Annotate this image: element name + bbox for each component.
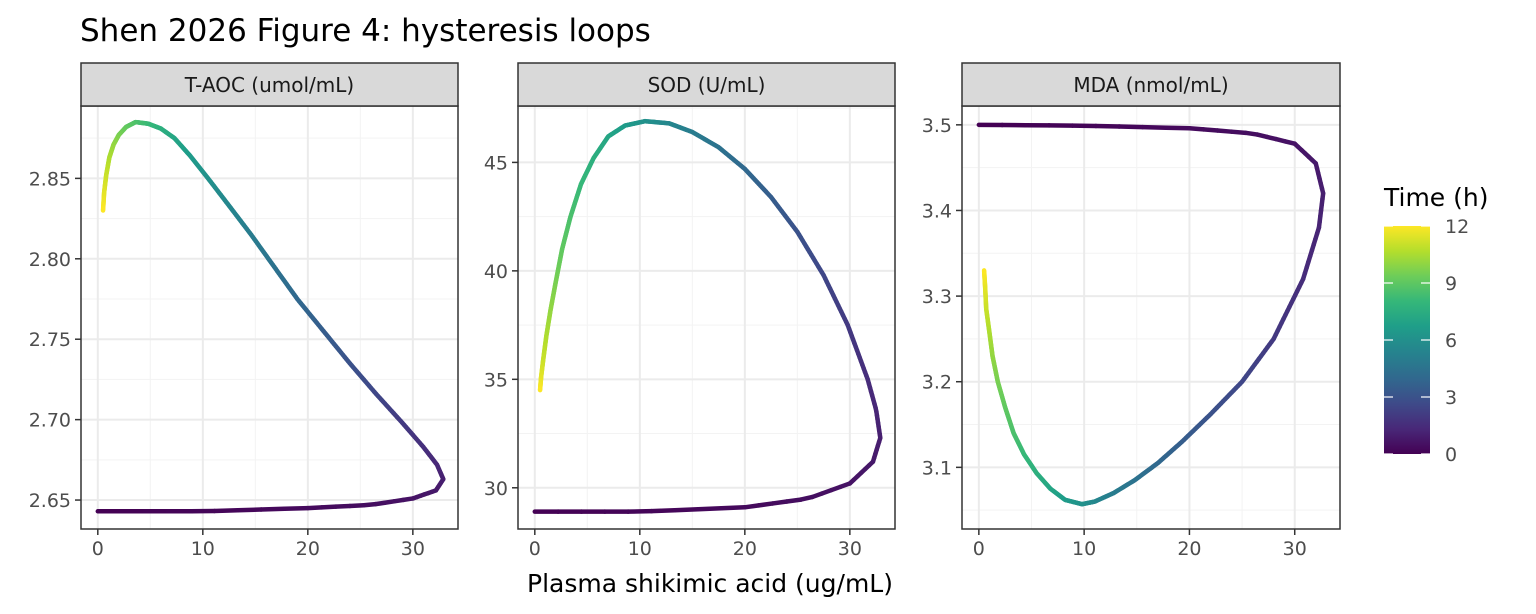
trajectory-line bbox=[976, 122, 1326, 507]
trajectory-segment bbox=[347, 502, 367, 509]
facet-panel: 0 10 20 30 30 35 40 45 SOD (U/mL) bbox=[484, 62, 896, 560]
trajectory-segment bbox=[305, 505, 325, 511]
trajectory-segment bbox=[319, 504, 339, 510]
trajectory-segment bbox=[672, 506, 701, 513]
y-tick-label: 3.4 bbox=[922, 200, 952, 222]
facet-strip bbox=[961, 62, 1341, 107]
trajectory-segment bbox=[756, 501, 776, 508]
legend-tick-label: 6 bbox=[1445, 330, 1457, 352]
facet-panels: 0 10 20 30 2.65 2.70 2.75 2.80 2.85 T-AOC (umol/m… bbox=[29, 62, 1341, 560]
trajectory-segment bbox=[1201, 127, 1220, 133]
trajectory-segment bbox=[1116, 124, 1145, 130]
trajectory-segment bbox=[1093, 123, 1122, 129]
legend-tick-label: 0 bbox=[1445, 444, 1457, 466]
legend-tick-label: 3 bbox=[1445, 387, 1457, 409]
legend-tick-label: 9 bbox=[1445, 273, 1457, 295]
y-tick-label: 3.2 bbox=[922, 372, 952, 394]
facet-strip-label: MDA (nmol/mL) bbox=[1073, 73, 1228, 97]
trajectory-segment bbox=[1215, 128, 1234, 134]
y-tick-label: 30 bbox=[484, 478, 508, 500]
x-tick-label: 10 bbox=[191, 538, 215, 560]
y-tick-label: 2.75 bbox=[29, 329, 71, 351]
x-tick-label: 0 bbox=[92, 538, 104, 560]
trajectory-segment bbox=[1187, 126, 1206, 132]
trajectory-segment bbox=[719, 505, 748, 511]
x-tick-label: 20 bbox=[296, 538, 320, 560]
x-tick-label: 20 bbox=[1177, 538, 1201, 560]
facet-panel: 0 10 20 30 3.1 3.2 3.3 3.4 3.5 MDA (nmol/mL) bbox=[922, 62, 1341, 560]
y-tick-label: 2.65 bbox=[29, 490, 71, 512]
y-tick-label: 3.3 bbox=[922, 286, 952, 308]
facet-strip-label: SOD (U/mL) bbox=[648, 73, 766, 97]
trajectory-segment bbox=[1140, 124, 1169, 130]
color-legend: Time (h) 0 3 6 9 12 bbox=[1383, 183, 1488, 466]
trajectory-segment bbox=[649, 507, 678, 514]
x-tick-label: 20 bbox=[733, 538, 757, 560]
trajectory-segment bbox=[1163, 125, 1192, 131]
trajectory-segment bbox=[333, 503, 353, 509]
facet-strip bbox=[80, 62, 459, 107]
trajectory-segment bbox=[742, 503, 762, 510]
x-axis-title: Plasma shikimic acid (ug/mL) bbox=[527, 569, 893, 598]
y-tick-label: 3.1 bbox=[922, 457, 952, 479]
trajectory-segment bbox=[282, 505, 311, 512]
x-tick-label: 0 bbox=[529, 538, 541, 560]
trajectory-segment bbox=[770, 499, 790, 506]
chart-title: Shen 2026 Figure 4: hysteresis loops bbox=[80, 13, 651, 49]
y-tick-label: 2.70 bbox=[29, 410, 71, 432]
trajectory-segment bbox=[235, 507, 264, 513]
y-tick-label: 2.85 bbox=[29, 168, 71, 190]
y-tick-label: 3.5 bbox=[922, 115, 952, 137]
y-tick-label: 45 bbox=[484, 152, 508, 174]
trajectory-segment bbox=[784, 497, 804, 504]
trajectory-segment bbox=[1229, 129, 1248, 136]
x-tick-label: 0 bbox=[973, 538, 985, 560]
x-tick-label: 10 bbox=[1072, 538, 1096, 560]
x-tick-label: 30 bbox=[1283, 538, 1307, 560]
y-tick-label: 35 bbox=[484, 369, 508, 391]
x-tick-label: 30 bbox=[838, 538, 862, 560]
trajectory-line bbox=[95, 119, 446, 514]
legend-ticks: 0 3 6 9 12 bbox=[1384, 216, 1469, 466]
trajectory-segment bbox=[258, 506, 287, 512]
panel-background bbox=[81, 106, 458, 529]
facet-panel: 0 10 20 30 2.65 2.70 2.75 2.80 2.85 T-AOC (umol/m… bbox=[29, 62, 459, 560]
x-tick-label: 30 bbox=[401, 538, 425, 560]
trajectory-segment bbox=[695, 506, 724, 512]
facet-strip-label: T-AOC (umol/mL) bbox=[184, 73, 354, 97]
y-tick-label: 2.80 bbox=[29, 249, 71, 271]
legend-title: Time (h) bbox=[1383, 183, 1488, 212]
facet-strip bbox=[517, 62, 896, 107]
y-tick-label: 40 bbox=[484, 261, 508, 283]
panel-background bbox=[518, 106, 895, 529]
trajectory-segment bbox=[212, 507, 241, 514]
trajectory-line bbox=[532, 118, 883, 514]
x-tick-label: 10 bbox=[628, 538, 652, 560]
legend-tick-label: 12 bbox=[1445, 216, 1469, 238]
